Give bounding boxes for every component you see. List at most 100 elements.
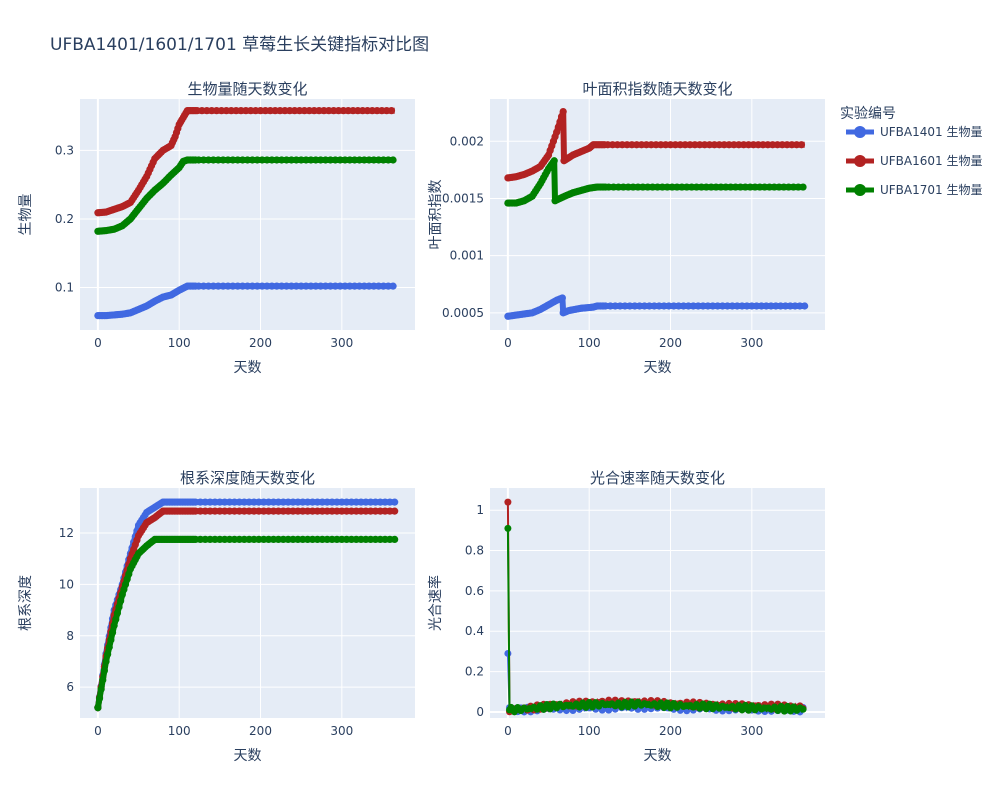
data-point [108, 629, 117, 637]
data-point [115, 603, 123, 611]
data-point [391, 498, 399, 506]
y-tick-label: 0.3 [55, 143, 74, 157]
legend-label: UFBA1401 生物量 [880, 125, 982, 139]
subplot-title: 叶面积指数随天数变化 [582, 80, 732, 98]
series-group [94, 107, 397, 320]
data-point [107, 636, 115, 644]
y-axis-label: 光合速率 [427, 575, 444, 631]
x-axis-label: 天数 [644, 360, 672, 376]
legend-label: UFBA1701 生物量 [880, 183, 982, 197]
data-point [102, 657, 110, 666]
data-point [95, 694, 104, 703]
data-point [550, 157, 558, 165]
data-point [799, 183, 807, 191]
x-tick-label: 200 [249, 336, 272, 350]
data-point [624, 703, 632, 711]
data-point [546, 705, 554, 713]
y-tick-label: 0.0005 [442, 306, 484, 320]
data-point [504, 524, 512, 532]
x-tick-label: 300 [330, 724, 353, 738]
data-point [504, 649, 512, 657]
subplot-2: 0 100 200 300 0.0005 0.001 0.0015 0.002 叶面积指数随天数… [428, 80, 825, 376]
data-point [99, 676, 107, 684]
data-point [389, 156, 397, 164]
y-axis-label: 生物量 [18, 194, 34, 236]
data-point [391, 507, 399, 515]
x-tick-label: 100 [578, 336, 601, 350]
series-group [504, 107, 809, 320]
x-tick-label: 0 [94, 724, 102, 738]
y-tick-label: 6 [66, 680, 74, 694]
legend-swatch-marker [854, 184, 866, 196]
x-tick-label: 100 [168, 724, 191, 738]
x-tick-label: 100 [168, 336, 191, 350]
data-point [582, 703, 590, 711]
y-tick-label: 0.4 [465, 624, 484, 638]
series-group [94, 498, 399, 712]
legend-item[interactable]: UFBA1401 生物量 [846, 125, 982, 139]
data-point [558, 294, 566, 302]
x-tick-label: 0 [504, 336, 512, 350]
data-point [391, 535, 399, 543]
data-point [112, 615, 120, 623]
legend-label: UFBA1601 生物量 [880, 154, 982, 168]
plot-area [490, 488, 825, 718]
x-tick-label: 0 [94, 336, 102, 350]
x-axis-label: 天数 [644, 748, 672, 764]
plot-area [490, 99, 825, 330]
y-tick-label: 1 [476, 503, 484, 517]
data-point [559, 107, 567, 116]
y-tick-label: 0.1 [55, 281, 74, 295]
series-group [504, 498, 807, 716]
y-axis-label: 根系深度 [18, 575, 34, 631]
subplot-title: 根系深度随天数变化 [180, 469, 315, 487]
legend-item[interactable]: UFBA1701 生物量 [846, 183, 982, 197]
subplot-title: 生物量随天数变化 [187, 80, 307, 98]
data-point [797, 141, 806, 149]
data-point [110, 621, 118, 630]
data-point [113, 609, 122, 617]
y-tick-label: 0.6 [465, 584, 484, 598]
legend-title: 实验编号 [840, 106, 896, 122]
y-tick-label: 0 [476, 705, 484, 719]
legend-swatch-marker [854, 155, 866, 167]
x-tick-label: 300 [740, 336, 763, 350]
y-tick-label: 0.8 [465, 544, 484, 558]
data-point [104, 650, 112, 658]
data-point [97, 685, 105, 693]
plot-area [80, 488, 415, 718]
data-point [540, 705, 548, 713]
x-tick-label: 200 [659, 336, 682, 350]
x-tick-label: 200 [659, 724, 682, 738]
data-point [117, 597, 125, 605]
data-point [100, 667, 108, 675]
x-tick-label: 200 [249, 724, 272, 738]
chart-title: UFBA1401/1601/1701 草莓生长关键指标对比图 [50, 35, 429, 55]
data-point [387, 107, 396, 115]
data-point [504, 498, 512, 506]
x-axis-label: 天数 [234, 360, 262, 376]
y-tick-label: 0.001 [450, 249, 484, 263]
y-tick-label: 12 [59, 526, 74, 540]
x-tick-label: 300 [330, 336, 353, 350]
x-axis-label: 天数 [234, 748, 262, 764]
data-point [105, 643, 113, 651]
y-tick-label: 0.2 [465, 665, 484, 679]
y-tick-label: 0.2 [55, 212, 74, 226]
data-point [94, 704, 102, 712]
y-tick-label: 8 [66, 629, 74, 643]
x-tick-label: 100 [578, 724, 601, 738]
legend[interactable]: 实验编号 UFBA1401 生物量 UFBA1601 生物量 UFBA1701 生物… [840, 106, 982, 197]
x-tick-label: 300 [740, 724, 763, 738]
legend-item[interactable]: UFBA1601 生物量 [846, 154, 982, 168]
y-axis-label: 叶面积指数 [428, 180, 444, 250]
legend-swatch-marker [854, 126, 866, 138]
x-tick-label: 0 [504, 724, 512, 738]
data-point [389, 282, 397, 290]
